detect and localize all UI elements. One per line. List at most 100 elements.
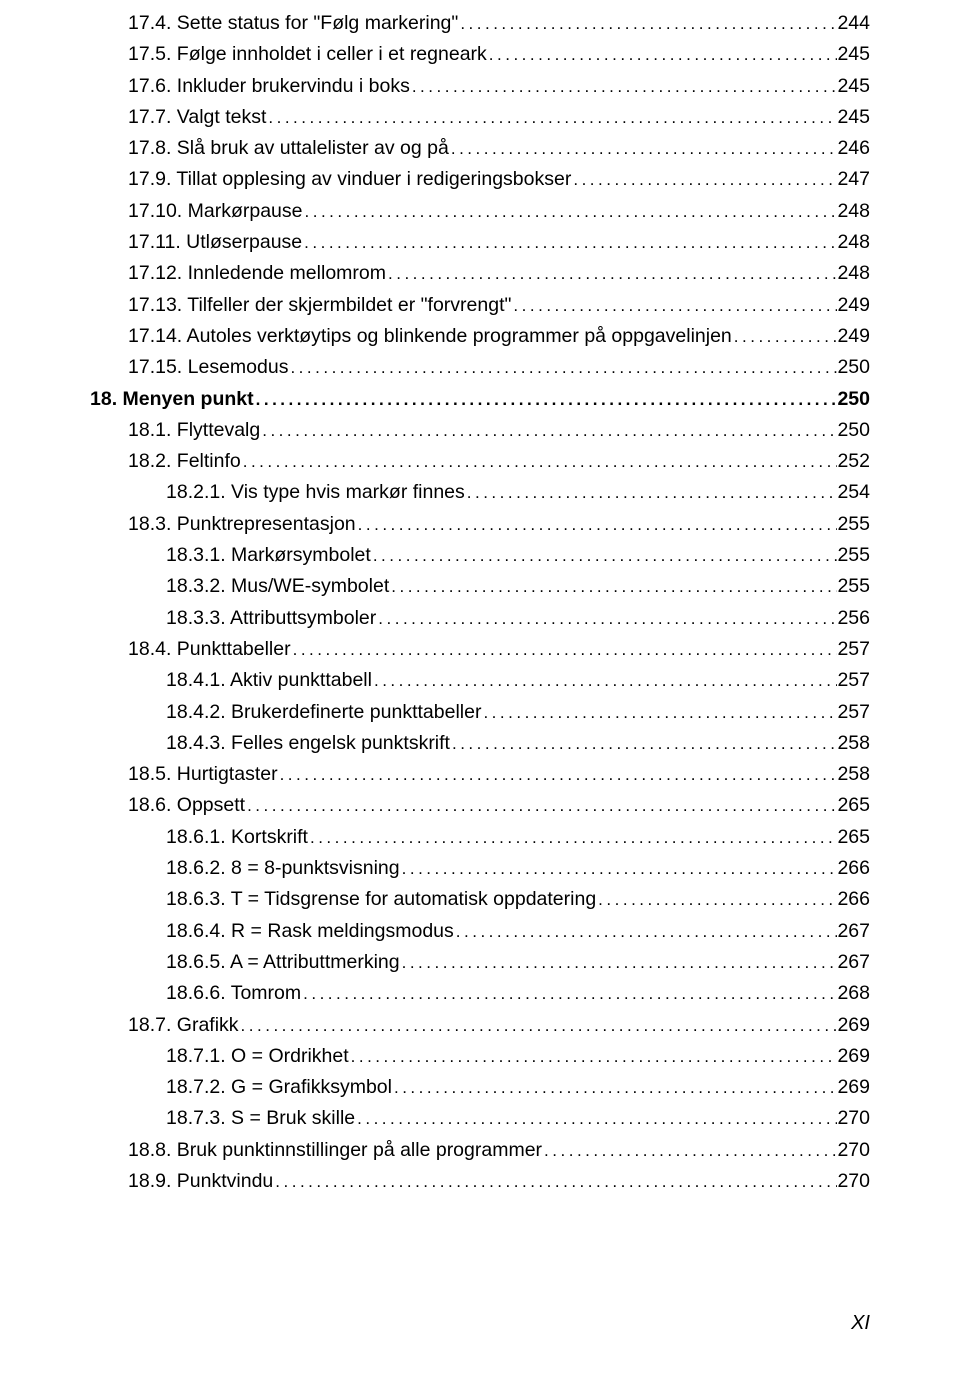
toc-row: 17.12. Innledende mellomrom 248 [90,260,870,287]
toc-row: 18.7.2. G = Grafikksymbol 269 [90,1074,870,1101]
toc-label: 18.3.3. Attributtsymboler [166,605,376,632]
toc-leader-dots [465,481,838,505]
toc-leader-dots [303,200,838,224]
toc-label: 17.10. Markørpause [128,198,303,225]
toc-leader-dots [239,1014,838,1038]
toc-page-number: 258 [837,761,870,788]
toc-page-number: 248 [837,260,870,287]
toc-row: 18.6.3. T = Tidsgrense for automatisk op… [90,886,870,913]
toc-leader-dots [732,325,838,349]
toc-leader-dots [278,763,838,787]
toc-page-number: 267 [837,949,870,976]
toc-leader-dots [542,1139,837,1163]
toc-row: 17.13. Tilfeller der skjermbildet er "fo… [90,292,870,319]
toc-page-number: 270 [837,1137,870,1164]
toc-leader-dots [487,43,838,67]
toc-label: 17.12. Innledende mellomrom [128,260,386,287]
toc-row: 18.2. Feltinfo252 [90,448,870,475]
toc-page-number: 257 [837,636,870,663]
toc-label: 18.9. Punktvindu [128,1168,273,1195]
toc-row: 18.4.2. Brukerdefinerte punkttabeller 257 [90,699,870,726]
toc-label: 17.11. Utløserpause [128,229,302,256]
toc-label: 18.2.1. Vis type hvis markør finnes [166,479,465,506]
toc-leader-dots [349,1045,838,1069]
toc-row: 17.8. Slå bruk av uttalelister av og på 2… [90,135,870,162]
toc-leader-dots [356,513,838,537]
toc-leader-dots [386,262,837,286]
toc-row: 18.6.4. R = Rask meldingsmodus267 [90,918,870,945]
toc-leader-dots [372,669,837,693]
toc-page-number: 250 [837,386,870,413]
toc-page-number: 257 [837,667,870,694]
toc-leader-dots [241,450,838,474]
toc-row: 18.6.2. 8 = 8-punktsvisning266 [90,855,870,882]
toc-label: 18.7. Grafikk [128,1012,239,1039]
toc-leader-dots [400,951,838,975]
toc-label: 18.7.2. G = Grafikksymbol [166,1074,392,1101]
toc-row: 18.3. Punktrepresentasjon 255 [90,511,870,538]
toc-leader-dots [389,575,837,599]
toc-row: 17.6. Inkluder brukervindu i boks245 [90,73,870,100]
toc-page-number: 250 [837,354,870,381]
toc-row: 17.14. Autoles verktøytips og blinkende … [90,323,870,350]
toc-leader-dots [301,982,837,1006]
toc-leader-dots [450,732,837,756]
toc-label: 18.7.1. O = Ordrikhet [166,1043,349,1070]
toc-label: 18.4.3. Felles engelsk punktskrift [166,730,450,757]
toc-page-number: 269 [837,1074,870,1101]
toc-row: 18.8. Bruk punktinnstillinger på alle pr… [90,1137,870,1164]
toc-row: 18.3.2. Mus/WE-symbolet 255 [90,573,870,600]
toc-row: 18.1. Flyttevalg250 [90,417,870,444]
toc-page-number: 244 [837,10,870,37]
toc-label: 17.8. Slå bruk av uttalelister av og på [128,135,449,162]
toc-page-number: 254 [837,479,870,506]
toc-leader-dots [376,607,837,631]
toc-label: 17.4. Sette status for "Følg markering" [128,10,458,37]
toc-leader-dots [596,888,837,912]
toc-page-number: 248 [837,229,870,256]
toc-leader-dots [410,75,838,99]
toc-page-number: 246 [837,135,870,162]
toc-label: 17.13. Tilfeller der skjermbildet er "fo… [128,292,511,319]
toc-row: 18.7. Grafikk 269 [90,1012,870,1039]
toc-page-number: 248 [837,198,870,225]
toc-page-number: 250 [837,417,870,444]
toc-page-number: 245 [837,104,870,131]
toc-page-number: 247 [837,166,870,193]
toc-page-number: 255 [837,573,870,600]
toc-row: 17.10. Markørpause 248 [90,198,870,225]
toc-row: 18.4. Punkttabeller257 [90,636,870,663]
toc-page-number: 258 [837,730,870,757]
toc-leader-dots [266,106,837,130]
toc-page-number: 255 [837,511,870,538]
toc-leader-dots [291,638,838,662]
toc-page-number: 269 [837,1043,870,1070]
toc-label: 17.7. Valgt tekst [128,104,266,131]
toc-page-number: 265 [837,792,870,819]
toc-page-number: 257 [837,699,870,726]
toc-leader-dots [481,701,837,725]
toc-leader-dots [511,294,837,318]
toc-leader-dots [245,794,837,818]
toc-label: 17.6. Inkluder brukervindu i boks [128,73,410,100]
toc-leader-dots [571,168,837,192]
toc-label: 18. Menyen punkt [90,386,254,413]
toc-leader-dots [371,544,838,568]
toc-row: 18.6.1. Kortskrift265 [90,824,870,851]
toc-label: 18.3. Punktrepresentasjon [128,511,356,538]
toc-label: 18.4.2. Brukerdefinerte punkttabeller [166,699,481,726]
toc-label: 18.6.1. Kortskrift [166,824,308,851]
toc-row: 18.5. Hurtigtaster 258 [90,761,870,788]
toc-label: 17.9. Tillat opplesing av vinduer i redi… [128,166,571,193]
toc-leader-dots [458,12,837,36]
toc-row: 18.3.3. Attributtsymboler256 [90,605,870,632]
toc-label: 18.3.2. Mus/WE-symbolet [166,573,389,600]
toc-page-number: 269 [837,1012,870,1039]
toc-page-number: 270 [837,1105,870,1132]
toc-row: 18.4.3. Felles engelsk punktskrift 258 [90,730,870,757]
toc-page-number: 266 [837,855,870,882]
toc-leader-dots [302,231,837,255]
toc-leader-dots [392,1076,837,1100]
toc-label: 18.5. Hurtigtaster [128,761,278,788]
toc-row: 18.7.1. O = Ordrikhet 269 [90,1043,870,1070]
